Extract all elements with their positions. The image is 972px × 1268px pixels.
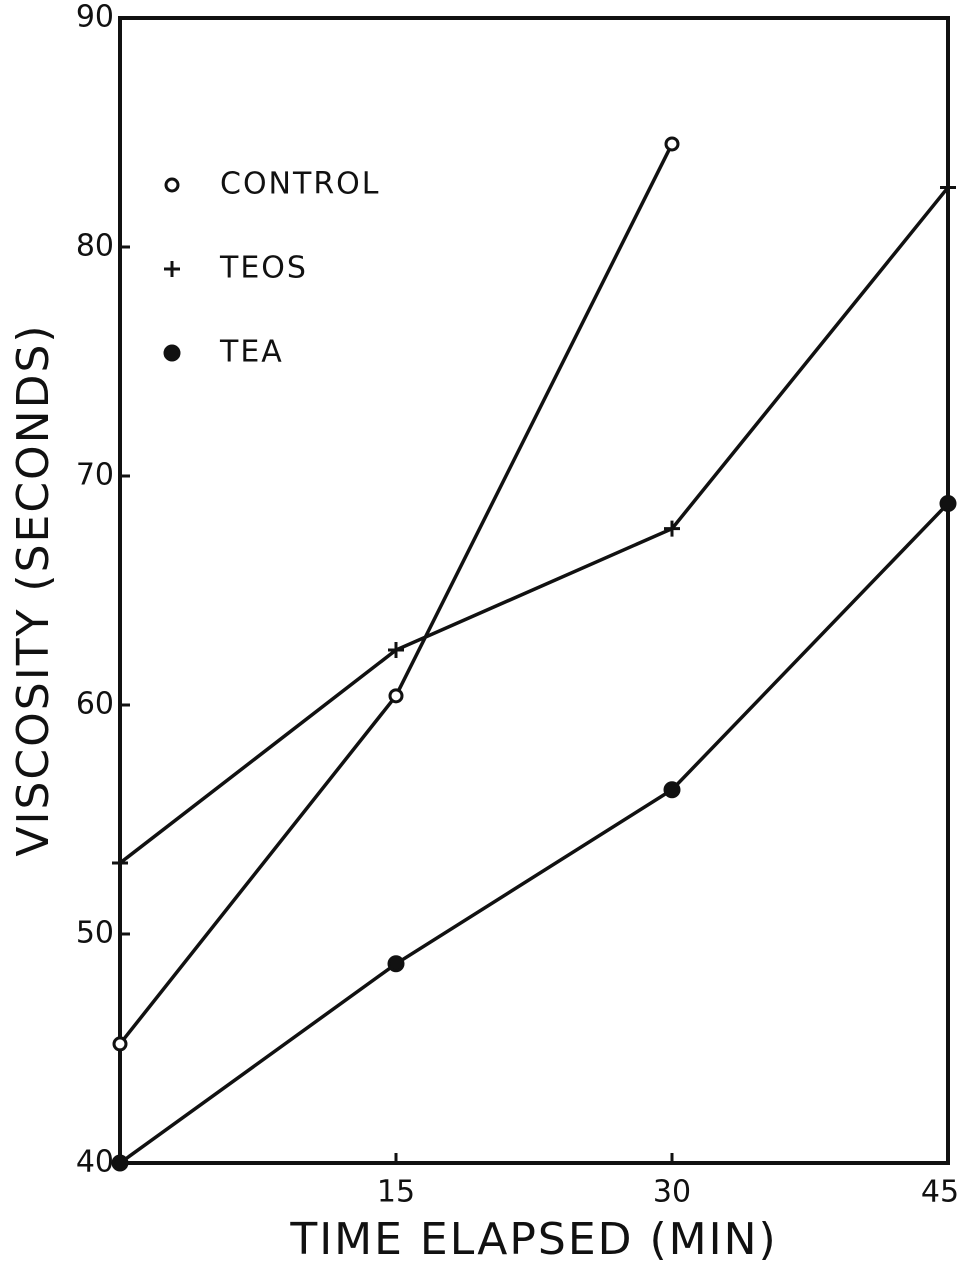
marker — [111, 1154, 129, 1172]
legend-marker — [164, 261, 180, 277]
y-tick-label: 70 — [76, 458, 114, 493]
marker — [939, 494, 957, 512]
marker — [663, 781, 681, 799]
y-tick-label: 80 — [76, 229, 114, 264]
series-line — [118, 502, 950, 1165]
marker — [387, 955, 405, 973]
marker — [112, 1036, 128, 1052]
legend-marker — [164, 177, 180, 193]
y-tick-label: 40 — [76, 1145, 114, 1180]
x-tick-label: 30 — [653, 1175, 691, 1210]
marker — [388, 688, 404, 704]
marker — [664, 136, 680, 152]
marker — [664, 520, 680, 537]
marker — [388, 642, 404, 659]
y-tick-label: 50 — [76, 916, 114, 951]
x-tick-label: 15 — [377, 1175, 415, 1210]
series-line — [118, 186, 950, 865]
marker — [940, 179, 956, 196]
x-axis-title: TIME ELAPSED (MIN) — [289, 1214, 777, 1265]
legend-marker — [163, 344, 181, 362]
y-tick-label: 90 — [76, 0, 114, 35]
y-axis-title: VISCOSITY (SECONDS) — [8, 323, 59, 856]
legend-label: TEA — [219, 335, 284, 370]
y-tick-label: 60 — [76, 687, 114, 722]
legend-label: CONTROL — [220, 167, 381, 202]
marker — [112, 855, 128, 872]
plot-frame — [118, 16, 950, 1165]
series-line — [118, 143, 674, 1046]
legend-label: TEOS — [219, 251, 308, 286]
x-tick-label: 45 — [921, 1175, 959, 1210]
